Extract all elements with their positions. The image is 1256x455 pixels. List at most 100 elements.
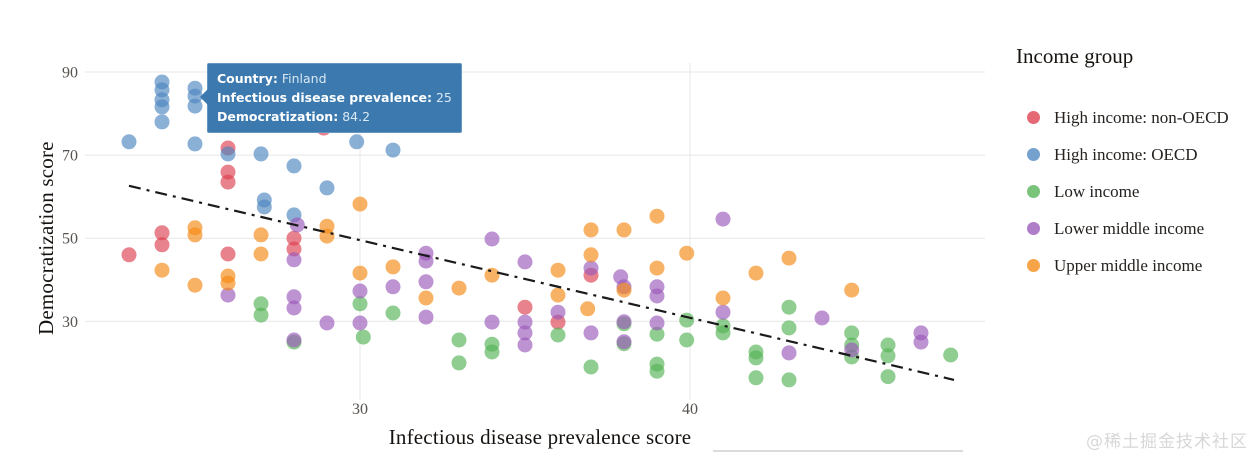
data-point[interactable] (781, 345, 797, 361)
data-point[interactable] (715, 325, 731, 341)
data-point[interactable] (352, 196, 368, 212)
data-point[interactable] (385, 142, 401, 158)
data-point[interactable] (517, 325, 533, 341)
data-point[interactable] (220, 146, 236, 162)
data-point[interactable] (484, 267, 500, 283)
data-point[interactable] (385, 305, 401, 321)
data-point[interactable] (253, 146, 269, 162)
data-point[interactable] (286, 289, 302, 305)
data-point[interactable] (649, 288, 665, 304)
data-point[interactable] (844, 325, 860, 341)
data-point[interactable] (418, 309, 434, 325)
data-point[interactable] (616, 314, 632, 330)
data-point[interactable] (517, 254, 533, 270)
data-point[interactable] (649, 363, 665, 379)
data-point[interactable] (880, 337, 896, 353)
data-point[interactable] (616, 282, 632, 298)
data-point[interactable] (355, 329, 371, 345)
data-point[interactable] (484, 344, 500, 360)
data-point[interactable] (583, 325, 599, 341)
data-point[interactable] (484, 314, 500, 330)
data-point[interactable] (286, 230, 302, 246)
data-point[interactable] (286, 252, 302, 268)
data-point[interactable] (220, 246, 236, 262)
data-point[interactable] (583, 222, 599, 238)
data-point[interactable] (220, 275, 236, 291)
data-point[interactable] (286, 332, 302, 348)
data-point[interactable] (286, 158, 302, 174)
data-point[interactable] (583, 260, 599, 276)
data-point[interactable] (352, 296, 368, 312)
data-point[interactable] (352, 283, 368, 299)
data-point[interactable] (253, 227, 269, 243)
data-point[interactable] (286, 241, 302, 257)
data-point[interactable] (220, 174, 236, 190)
data-point[interactable] (154, 237, 170, 253)
data-point[interactable] (550, 327, 566, 343)
data-point[interactable] (154, 114, 170, 130)
data-point[interactable] (748, 370, 764, 386)
data-point[interactable] (418, 253, 434, 269)
data-point[interactable] (451, 355, 467, 371)
data-point[interactable] (880, 369, 896, 385)
data-point[interactable] (220, 287, 236, 303)
data-point[interactable] (517, 337, 533, 353)
data-point[interactable] (550, 304, 566, 320)
data-point[interactable] (517, 299, 533, 315)
data-point[interactable] (649, 208, 665, 224)
data-point[interactable] (319, 315, 335, 331)
data-point[interactable] (253, 246, 269, 262)
data-point[interactable] (781, 299, 797, 315)
data-point[interactable] (616, 222, 632, 238)
data-point[interactable] (385, 279, 401, 295)
data-point[interactable] (286, 300, 302, 316)
data-point[interactable] (715, 211, 731, 227)
data-point[interactable] (550, 287, 566, 303)
data-point[interactable] (781, 372, 797, 388)
data-point[interactable] (451, 280, 467, 296)
data-point[interactable] (385, 259, 401, 275)
data-point[interactable] (748, 265, 764, 281)
data-point[interactable] (187, 277, 203, 293)
data-point[interactable] (550, 262, 566, 278)
data-point[interactable] (349, 134, 365, 150)
data-point[interactable] (256, 199, 272, 215)
data-point[interactable] (418, 290, 434, 306)
data-point[interactable] (679, 332, 695, 348)
data-point[interactable] (352, 315, 368, 331)
data-point[interactable] (649, 326, 665, 342)
data-point[interactable] (583, 359, 599, 375)
data-point[interactable] (451, 332, 467, 348)
data-point[interactable] (154, 225, 170, 241)
data-point[interactable] (517, 314, 533, 330)
data-point[interactable] (154, 99, 170, 115)
data-point[interactable] (748, 350, 764, 366)
data-point[interactable] (715, 290, 731, 306)
data-point[interactable] (649, 315, 665, 331)
data-point[interactable] (781, 250, 797, 266)
data-point[interactable] (418, 274, 434, 290)
data-point[interactable] (580, 301, 596, 317)
data-point[interactable] (253, 307, 269, 323)
data-point[interactable] (352, 265, 368, 281)
data-point[interactable] (679, 245, 695, 261)
data-point[interactable] (616, 334, 632, 350)
data-point[interactable] (814, 310, 830, 326)
data-point[interactable] (844, 282, 860, 298)
data-point[interactable] (319, 180, 335, 196)
data-point[interactable] (154, 262, 170, 278)
data-point[interactable] (187, 136, 203, 152)
data-point[interactable] (844, 342, 860, 358)
data-point[interactable] (781, 320, 797, 336)
data-point[interactable] (880, 348, 896, 364)
data-point[interactable] (187, 227, 203, 243)
data-point[interactable] (943, 347, 959, 363)
data-point[interactable] (121, 134, 137, 150)
data-point[interactable] (121, 247, 137, 263)
data-point[interactable] (649, 260, 665, 276)
data-point[interactable] (253, 296, 269, 312)
data-point[interactable] (583, 247, 599, 263)
data-point[interactable] (187, 98, 203, 114)
data-point[interactable] (715, 304, 731, 320)
data-point[interactable] (484, 231, 500, 247)
